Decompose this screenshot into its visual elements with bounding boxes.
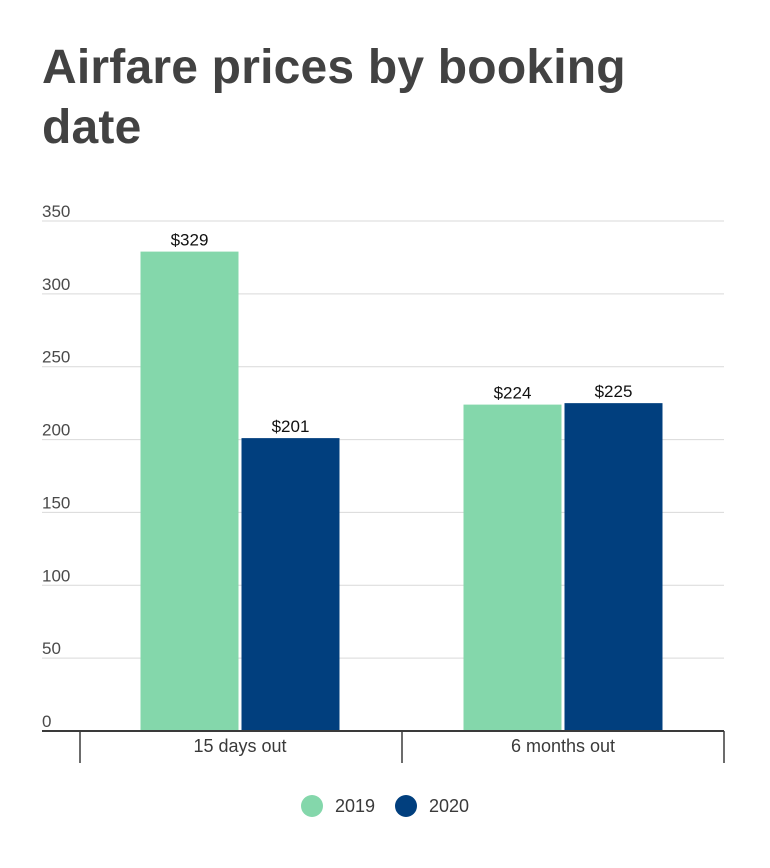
data-label-2019-6-months-out: $224	[494, 384, 532, 403]
bar-2019-6-months-out	[463, 404, 562, 731]
y-tick-label-250: 250	[42, 348, 70, 367]
data-label-2020-15-days-out: $201	[272, 417, 310, 436]
legend: 2019 2020	[0, 795, 770, 817]
legend-label-2020: 2020	[429, 795, 470, 816]
legend-item-2019: 2019	[300, 795, 375, 817]
bar-2020-6-months-out	[564, 403, 663, 731]
y-tick-label-100: 100	[42, 566, 70, 585]
y-tick-label-200: 200	[42, 421, 70, 440]
y-tick-label-0: 0	[42, 712, 51, 731]
x-category-label-1: 6 months out	[511, 736, 615, 756]
legend-label-2019: 2019	[334, 795, 375, 816]
y-tick-label-350: 350	[42, 202, 70, 221]
data-label-2020-6-months-out: $225	[595, 382, 633, 401]
legend-swatch-2020	[395, 795, 417, 817]
y-tick-label-50: 50	[42, 639, 61, 658]
legend-swatch-2019	[300, 795, 323, 817]
y-tick-label-150: 150	[42, 493, 70, 512]
data-label-2019-15-days-out: $329	[171, 231, 209, 250]
bar-2019-15-days-out	[140, 251, 239, 731]
chart-title: Airfare prices by booking date	[42, 41, 626, 154]
y-tick-label-300: 300	[42, 275, 70, 294]
bar-2020-15-days-out	[241, 438, 340, 731]
legend-item-2020: 2020	[395, 795, 469, 817]
x-category-label-0: 15 days out	[193, 736, 286, 756]
